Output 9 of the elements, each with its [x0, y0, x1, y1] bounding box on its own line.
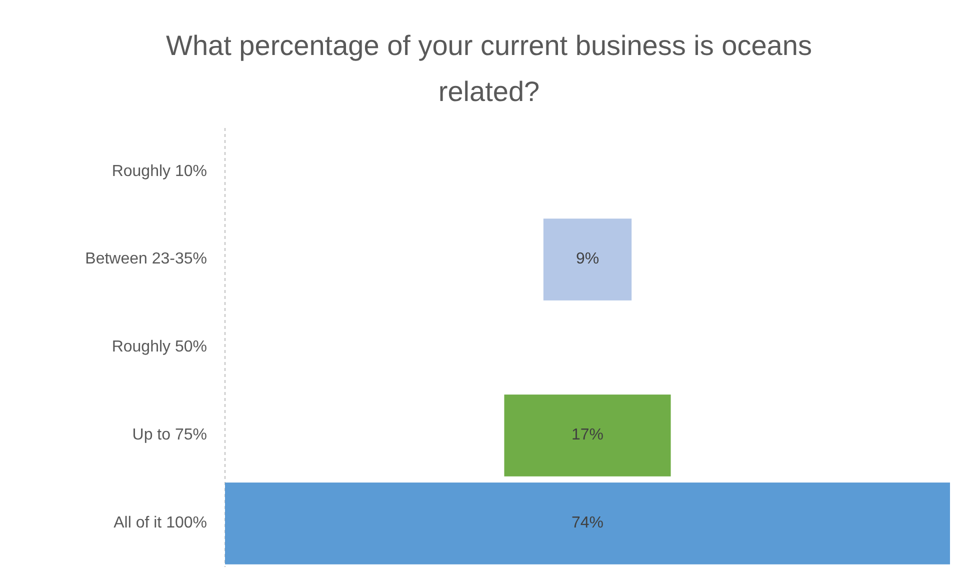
category-label: All of it 100% — [114, 514, 207, 532]
category-label: Roughly 50% — [112, 338, 207, 356]
category-label: Up to 75% — [132, 426, 207, 444]
data-label: 9% — [576, 250, 600, 268]
category-label: Between 23-35% — [85, 250, 207, 268]
data-label: 74% — [571, 514, 604, 532]
category-label: Roughly 10% — [112, 162, 207, 180]
text: What percentage of your current business is oceans related? — [166, 30, 812, 107]
data-label: 17% — [571, 426, 604, 444]
